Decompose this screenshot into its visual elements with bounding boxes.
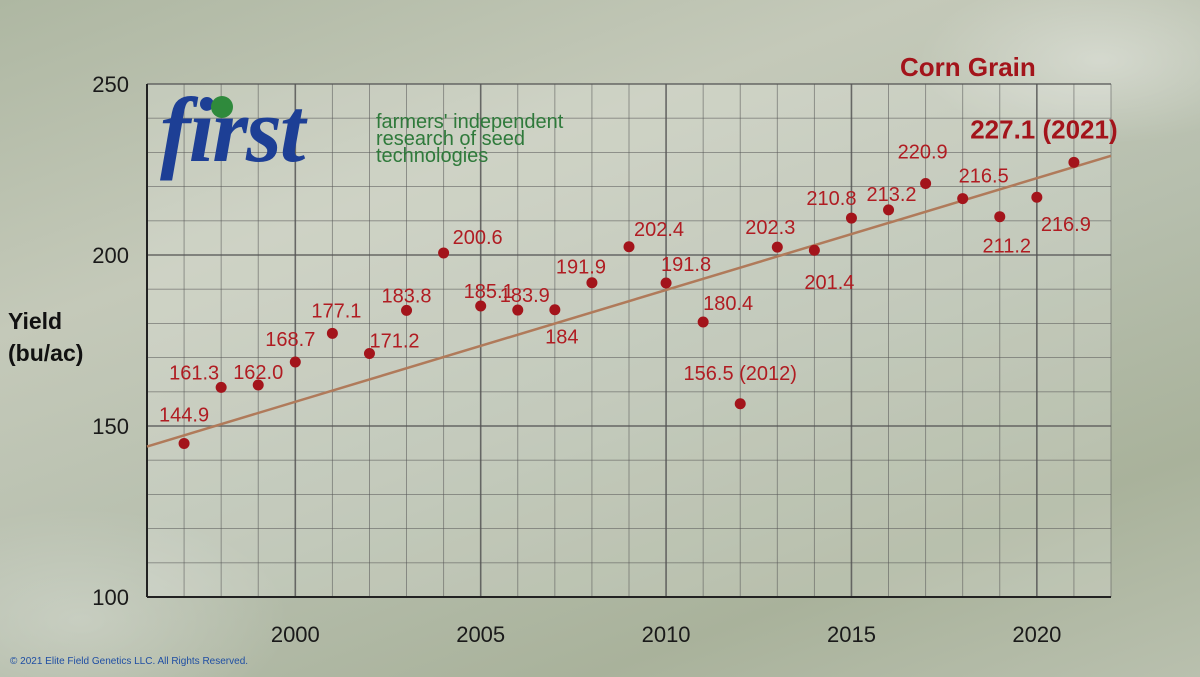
data-label: 180.4 (703, 293, 753, 315)
y-axis-label-line-2: (bu/ac) (8, 340, 84, 366)
y-tick-label: 250 (92, 72, 129, 97)
logo-tagline: farmers' independent research of seed te… (376, 111, 564, 167)
data-label: 144.9 (159, 404, 209, 426)
x-tick-label: 2005 (456, 622, 505, 647)
y-tick-label: 100 (92, 585, 129, 610)
data-label: 161.3 (169, 362, 219, 384)
data-label: 200.6 (453, 227, 503, 249)
data-label: 171.2 (369, 330, 419, 352)
data-label: 184 (545, 327, 578, 349)
data-label: 216.5 (959, 166, 1009, 188)
x-tick-label: 2000 (271, 622, 320, 647)
data-point (401, 304, 413, 316)
data-point (289, 356, 301, 368)
data-label-highlight: 227.1 (2021) (970, 114, 1117, 144)
data-label: 177.1 (311, 300, 361, 322)
data-label: 162.0 (233, 362, 283, 384)
data-point (549, 304, 561, 316)
data-label: 202.3 (745, 217, 795, 239)
data-label: 213.2 (867, 184, 917, 206)
x-tick-label: 2010 (642, 622, 691, 647)
y-tick-label: 150 (92, 414, 129, 439)
data-point (883, 204, 895, 216)
logo-tagline-line-2: research of seed (376, 128, 525, 150)
y-axis-label-line-1: Yield (8, 308, 63, 334)
logo-tagline-line-1: farmers' independent (376, 111, 564, 133)
data-point (512, 304, 524, 316)
data-point (920, 178, 932, 190)
data-label: 216.9 (1041, 214, 1091, 236)
data-label: 191.8 (661, 254, 711, 276)
data-point (1068, 156, 1080, 168)
data-point (660, 277, 672, 289)
data-point (586, 277, 598, 289)
data-point (994, 211, 1006, 223)
x-tick-label: 2020 (1012, 622, 1061, 647)
data-label: 183.8 (382, 285, 432, 307)
data-point (957, 193, 969, 205)
data-point (623, 241, 635, 253)
y-tick-label: 200 (92, 243, 129, 268)
data-point (215, 381, 227, 393)
data-label: 210.8 (806, 188, 856, 210)
data-label: 168.7 (265, 329, 315, 351)
y-axis-label: Yield (bu/ac) (8, 305, 83, 369)
copyright-notice: © 2021 Elite Field Genetics LLC. All Rig… (10, 656, 249, 667)
data-label: 220.9 (898, 142, 948, 164)
logo-wordmark: first (160, 79, 305, 181)
data-label: 191.9 (556, 257, 606, 279)
data-point (845, 212, 857, 224)
data-label: 183.9 (500, 285, 550, 307)
data-label: 185.1 (464, 281, 514, 303)
data-label: 211.2 (982, 236, 1031, 258)
logo-tagline-line-3: technologies (376, 145, 489, 167)
data-point (697, 316, 709, 328)
data-point (734, 398, 746, 410)
data-label: 201.4 (804, 272, 854, 294)
data-point (808, 244, 820, 256)
data-point (1031, 191, 1043, 203)
data-point (475, 300, 487, 312)
logo-dot (211, 96, 233, 118)
data-label: 156.5 (2012) (684, 363, 797, 385)
trend-line (146, 154, 1112, 448)
data-point (771, 241, 783, 253)
data-point (438, 247, 450, 259)
data-point (363, 347, 375, 359)
chart-title: Corn Grain (900, 52, 1036, 82)
data-point (252, 379, 264, 391)
first-logo: first farmers' independent research of s… (160, 84, 610, 180)
data-point (326, 327, 338, 339)
data-point (178, 437, 190, 449)
data-label: 202.4 (634, 219, 684, 241)
x-tick-label: 2015 (827, 622, 876, 647)
